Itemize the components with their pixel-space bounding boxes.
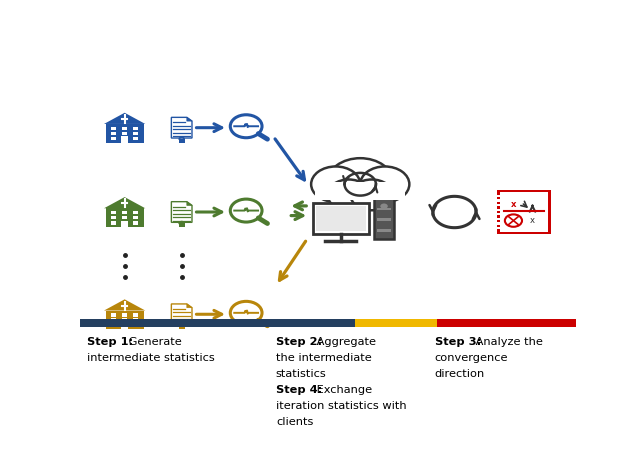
Bar	[122, 221, 127, 225]
Bar	[133, 313, 138, 316]
Polygon shape	[104, 113, 145, 124]
Bar	[122, 216, 127, 219]
Circle shape	[380, 204, 388, 209]
Text: Step 2:: Step 2:	[276, 336, 322, 347]
Bar	[111, 127, 116, 130]
Circle shape	[328, 179, 370, 210]
Text: Step 3:: Step 3:	[435, 336, 481, 347]
Bar	[497, 218, 500, 220]
Bar	[316, 206, 366, 232]
Bar	[437, 319, 576, 327]
Bar	[179, 223, 185, 227]
Bar	[133, 323, 138, 327]
Circle shape	[311, 166, 360, 202]
Bar	[497, 222, 500, 225]
Circle shape	[328, 158, 393, 206]
Bar	[133, 132, 138, 135]
Bar	[377, 208, 391, 210]
Bar	[133, 211, 138, 214]
Text: Aggregate: Aggregate	[313, 336, 376, 347]
Bar	[179, 139, 185, 143]
Bar	[111, 221, 116, 225]
Text: clients: clients	[276, 417, 314, 427]
Text: iteration statistics with: iteration statistics with	[276, 401, 406, 411]
Bar	[497, 213, 500, 215]
Bar	[122, 132, 127, 135]
Polygon shape	[104, 197, 145, 208]
Polygon shape	[172, 117, 192, 138]
Bar	[133, 318, 138, 322]
Text: convergence: convergence	[435, 353, 508, 363]
Bar	[377, 229, 391, 232]
Bar	[121, 323, 128, 329]
Bar	[111, 137, 116, 140]
Bar	[179, 326, 185, 329]
Bar	[315, 182, 405, 199]
Bar	[497, 195, 500, 197]
Bar	[497, 199, 500, 202]
Bar	[122, 211, 127, 214]
Polygon shape	[187, 117, 192, 121]
Polygon shape	[187, 304, 192, 308]
Text: Step 4:: Step 4:	[276, 385, 322, 395]
Text: Exchange: Exchange	[313, 385, 372, 395]
Bar	[111, 313, 116, 316]
FancyBboxPatch shape	[500, 192, 548, 232]
Bar	[133, 221, 138, 225]
Polygon shape	[172, 304, 192, 325]
Bar	[111, 323, 116, 327]
Circle shape	[360, 166, 410, 202]
Bar	[122, 313, 127, 316]
Bar	[106, 124, 144, 143]
Text: Generate: Generate	[125, 336, 181, 347]
Bar	[121, 220, 128, 227]
Text: Step 1:: Step 1:	[88, 336, 134, 347]
Bar	[133, 127, 138, 130]
Text: statistics: statistics	[276, 369, 326, 379]
Bar	[374, 198, 394, 239]
Bar	[377, 219, 391, 221]
Bar	[122, 127, 127, 130]
Bar	[106, 208, 144, 227]
Bar	[355, 319, 437, 327]
Bar	[133, 216, 138, 219]
Text: Analyze the: Analyze the	[472, 336, 543, 347]
Bar	[122, 137, 127, 140]
FancyBboxPatch shape	[497, 190, 551, 234]
Text: intermediate statistics: intermediate statistics	[88, 353, 215, 363]
Text: the intermediate: the intermediate	[276, 353, 372, 363]
Bar	[111, 132, 116, 135]
Bar	[122, 323, 127, 327]
Polygon shape	[187, 202, 192, 206]
Bar	[121, 136, 128, 143]
Text: direction: direction	[435, 369, 485, 379]
Bar	[106, 310, 144, 329]
Text: x: x	[530, 216, 535, 225]
Bar	[133, 137, 138, 140]
Bar	[111, 318, 116, 322]
Bar	[111, 216, 116, 219]
Bar	[80, 319, 355, 327]
Bar	[111, 211, 116, 214]
Circle shape	[351, 179, 393, 210]
Bar	[122, 318, 127, 322]
Text: x: x	[511, 200, 516, 210]
Bar	[497, 227, 500, 229]
Bar	[497, 209, 500, 211]
Bar	[497, 204, 500, 206]
Bar	[312, 203, 369, 233]
Polygon shape	[172, 202, 192, 222]
Polygon shape	[104, 299, 145, 310]
